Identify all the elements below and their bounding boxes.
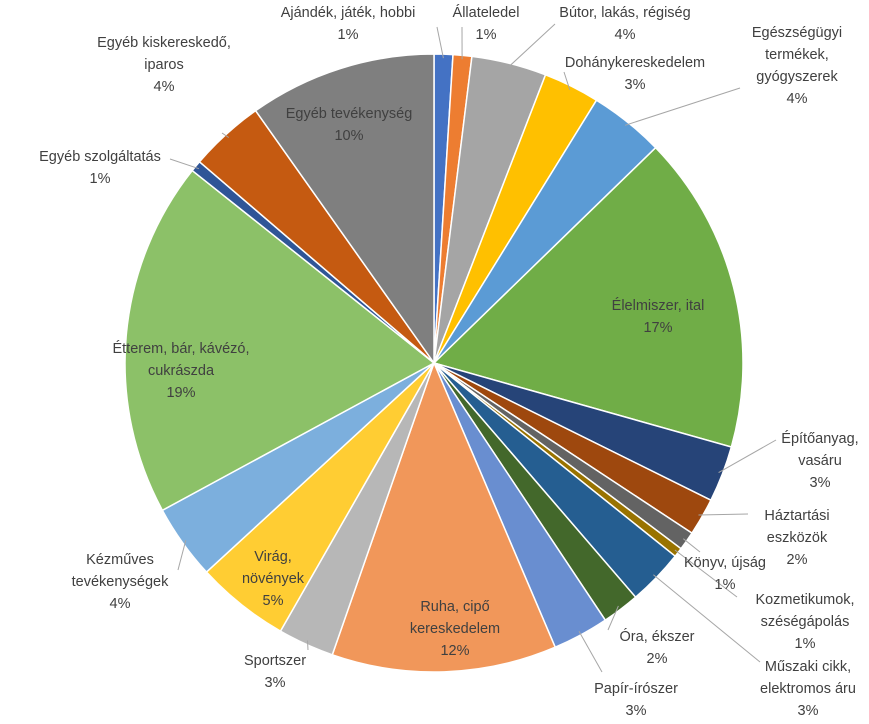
slice-label-etterem-bar-kavezo-cukraszda: Étterem, bár, kávézó, cukrászda 19% — [112, 340, 249, 401]
slice-label-muszaki-cikk-elektromos-aru: Műszaki cikk, elektromos áru 3% — [760, 659, 856, 719]
slice-percent: 5% — [263, 593, 284, 609]
leader-line-epitoanyag-vasaru — [718, 439, 777, 474]
slice-label-sportszer: Sportszer 3% — [244, 653, 306, 691]
leader-line-kozmetikumok-szeszegapolas — [674, 549, 738, 598]
slice-label-haztartasi-eszkozok: Háztartási eszközök 2% — [764, 508, 829, 568]
leader-line-egyeb-kiskereskedo-iparos — [221, 132, 229, 138]
slice-label-line: Műszaki cikk, — [765, 659, 851, 675]
slice-percent: 4% — [787, 91, 808, 107]
slice-percent: 2% — [787, 552, 808, 568]
slice-label-line: Papír-írószer — [594, 681, 678, 697]
slice-label-line: Építőanyag, — [781, 430, 858, 447]
slice-label-line: széségápolás — [761, 614, 850, 630]
slice-percent: 3% — [810, 475, 831, 491]
slice-label-line: cukrászda — [148, 363, 215, 379]
slice-label-line: Egyéb szolgáltatás — [39, 149, 161, 165]
slice-label-egyeb-kiskereskedo-iparos: Egyéb kiskereskedő, iparos 4% — [97, 35, 231, 95]
slice-percent: 3% — [626, 703, 647, 719]
slice-label-line: Sportszer — [244, 653, 306, 669]
slice-label-line: Egyéb kiskereskedő, — [97, 35, 231, 51]
leader-line-butor-lakas-regiseg — [507, 23, 556, 68]
slice-label-dohanykereskedelem: Dohánykereskedelem 3% — [565, 55, 705, 93]
leader-line-sportszer — [307, 640, 309, 651]
slice-label-epitoanyag-vasaru: Építőanyag, vasáru 3% — [781, 430, 858, 491]
slice-label-kozmetikumok-szeszegapolas: Kozmetikumok, széségápolás 1% — [755, 592, 854, 652]
slice-label-elelmiszer-ital: Élelmiszer, ital 17% — [612, 297, 705, 336]
slice-label-line: elektromos áru — [760, 681, 856, 697]
slice-label-ajandek-jatek-hobbi: Ajándék, játék, hobbi 1% — [281, 5, 416, 43]
slice-label-line: Háztartási — [764, 508, 829, 524]
leader-line-muszaki-cikk-elektromos-aru — [653, 574, 761, 663]
slice-percent: 4% — [110, 596, 131, 612]
slice-label-line: Könyv, újság — [684, 555, 766, 571]
slice-label-line: Egyéb tevékenység — [286, 106, 413, 122]
slice-percent: 3% — [625, 77, 646, 93]
slice-label-allateledel: Állateledel 1% — [453, 4, 520, 43]
slice-percent: 12% — [440, 643, 469, 659]
slice-label-ruha-cipo-kereskedelem: Ruha, cipő kereskedelem 12% — [410, 599, 500, 659]
slice-percent: 2% — [647, 651, 668, 667]
leader-lines — [169, 23, 777, 673]
slice-percent: 17% — [643, 320, 672, 336]
slice-percent: 1% — [338, 27, 359, 43]
slice-label-line: Dohánykereskedelem — [565, 55, 705, 71]
slice-label-line: termékek, — [765, 47, 829, 63]
slice-percent: 1% — [476, 27, 497, 43]
leader-line-haztartasi-eszkozok — [698, 513, 749, 516]
slice-label-line: Kozmetikumok, — [755, 592, 854, 608]
slice-percent: 3% — [798, 703, 819, 719]
slice-label-line: kereskedelem — [410, 621, 500, 637]
slice-label-ora-ekszer: Óra, ékszer 2% — [620, 628, 695, 667]
slice-percent: 1% — [715, 577, 736, 593]
slice-label-virag-novenyek: Virág, növények 5% — [242, 549, 305, 609]
leader-line-dohanykereskedelem — [563, 71, 571, 91]
slice-labels: Ajándék, játék, hobbi 1% Állateledel 1% Búto… — [39, 4, 859, 719]
slice-label-line: Egészségügyi — [752, 25, 842, 41]
slice-percent: 3% — [265, 675, 286, 691]
pie-slices — [124, 53, 744, 673]
leader-line-ora-ekszer — [607, 605, 619, 631]
slice-label-line: Ajándék, játék, hobbi — [281, 5, 416, 21]
leader-line-egeszsegugyi-termekek-gyogyszerek — [624, 87, 741, 126]
pie-slice-elelmiszer-ital — [432, 146, 744, 448]
slice-label-kezmuves-tevekenysegek: Kézműves tevékenységek 4% — [72, 552, 169, 612]
slice-label-egyeb-tevekenyseg: Egyéb tevékenység 10% — [286, 106, 413, 144]
slice-label-konyv-ujsag: Könyv, újság 1% — [684, 555, 766, 593]
slice-label-line: Bútor, lakás, régiség — [559, 5, 690, 21]
leader-line-egyeb-szolgaltatas — [169, 158, 200, 170]
pie-slice-egyeb-tevekenyseg — [254, 53, 435, 366]
slice-label-line: gyógyszerek — [756, 69, 838, 85]
slice-label-line: iparos — [144, 57, 184, 73]
slice-percent: 1% — [90, 171, 111, 187]
leader-line-konyv-ujsag — [682, 538, 701, 553]
leader-line-ajandek-jatek-hobbi — [436, 26, 444, 59]
slice-label-line: tevékenységek — [72, 574, 169, 590]
pie-slice-etterem-bar-kavezo-cukraszda — [124, 169, 436, 512]
slice-label-egyeb-szolgaltatas: Egyéb szolgáltatás 1% — [39, 149, 161, 187]
slice-label-line: Állateledel — [453, 4, 520, 21]
slice-label-line: Kézműves — [86, 552, 154, 568]
slice-percent: 10% — [334, 128, 363, 144]
slice-label-line: vasáru — [798, 453, 842, 469]
slice-label-line: Élelmiszer, ital — [612, 297, 705, 314]
leader-line-kezmuves-tevekenysegek — [177, 540, 187, 571]
slice-label-line: Ruha, cipő — [420, 599, 489, 615]
slice-label-line: Óra, ékszer — [620, 628, 695, 645]
slice-percent: 4% — [615, 27, 636, 43]
slice-label-line: Étterem, bár, kávézó, — [112, 340, 249, 357]
slice-label-line: növények — [242, 571, 305, 587]
slice-percent: 1% — [795, 636, 816, 652]
slice-label-papir-iroszer: Papír-írószer 3% — [594, 681, 678, 719]
slice-label-egeszsegugyi-termekek-gyogyszerek: Egészségügyi termékek, gyógyszerek 4% — [752, 25, 842, 107]
slice-label-butor-lakas-regiseg: Bútor, lakás, régiség 4% — [559, 5, 690, 43]
pie-slice-ruha-cipo-kereskedelem — [331, 360, 557, 673]
leader-line-papir-iroszer — [578, 631, 603, 673]
slice-percent: 19% — [166, 385, 195, 401]
slice-label-line: Virág, — [254, 549, 292, 565]
slice-label-line: eszközök — [767, 530, 828, 546]
slice-percent: 4% — [154, 79, 175, 95]
